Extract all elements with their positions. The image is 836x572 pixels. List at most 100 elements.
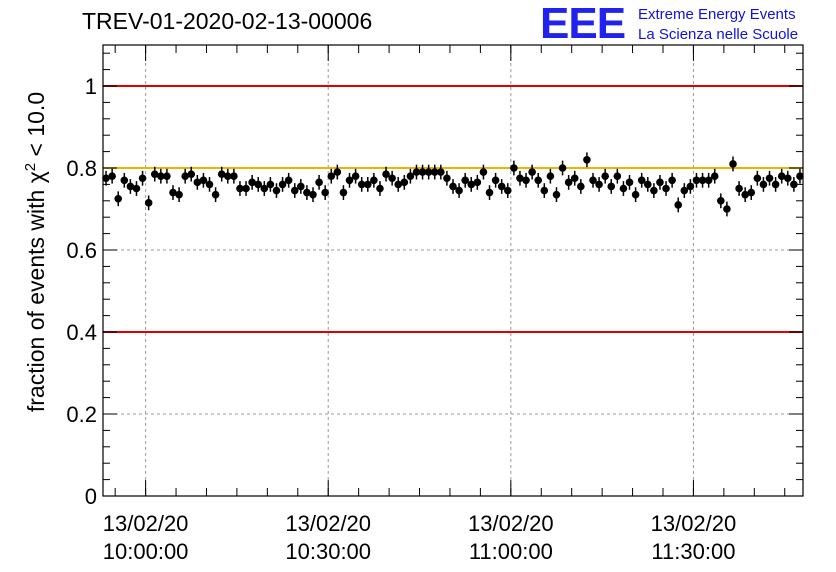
- data-point: [631, 190, 640, 199]
- data-point: [467, 180, 476, 189]
- data-point: [723, 205, 731, 213]
- data-point: [485, 188, 494, 197]
- x-axis: 13/02/20 10:00:00 13/02/20 10:30:00 13/02/20…: [103, 45, 786, 564]
- data-point: [759, 180, 768, 189]
- data-point: [339, 188, 348, 197]
- data-point: [601, 172, 609, 180]
- data-point: [607, 182, 616, 191]
- data-point: [169, 188, 177, 197]
- data-point: [187, 170, 196, 178]
- data-point: [698, 176, 707, 185]
- data-point: [662, 184, 670, 193]
- y-tick-label: 0: [85, 484, 97, 509]
- data-point: [248, 178, 256, 187]
- x-tick-label-date: 13/02/20: [468, 511, 554, 536]
- x-tick-label-date: 13/02/20: [651, 511, 737, 536]
- eee-logo-mark: EEE: [540, 0, 626, 48]
- data-point: [418, 168, 427, 176]
- plot-frame: [102, 44, 804, 497]
- data-point: [528, 168, 536, 176]
- data-point: [503, 186, 512, 195]
- data-point: [656, 178, 664, 187]
- data-point: [783, 174, 792, 183]
- data-point: [741, 190, 749, 199]
- chart-title: TREV-01-2020-02-13-00006: [82, 8, 373, 34]
- data-point: [424, 168, 433, 176]
- data-point: [790, 180, 798, 189]
- data-point: [242, 184, 250, 193]
- x-tick-label-date: 13/02/20: [103, 511, 189, 536]
- data-point: [747, 188, 756, 197]
- data-point: [522, 176, 530, 185]
- data-point: [309, 190, 317, 199]
- data-point: [650, 186, 658, 195]
- data-point: [120, 176, 129, 185]
- y-axis-label-text: fraction of events with: [22, 189, 49, 413]
- data-point: [497, 182, 506, 191]
- data-point: [692, 176, 701, 185]
- data-point: [163, 172, 171, 180]
- data-point: [473, 178, 482, 187]
- data-point: [260, 184, 269, 193]
- data-point: [540, 186, 549, 195]
- x-tick-label-date: 13/02/20: [285, 511, 371, 536]
- data-point: [157, 172, 165, 180]
- x-tick-label-time: 11:30:00: [651, 539, 735, 564]
- data-point: [376, 184, 384, 193]
- data-point: [552, 190, 561, 199]
- data-point: [534, 176, 543, 185]
- data-point: [132, 184, 141, 193]
- data-point: [583, 156, 591, 164]
- data-point: [717, 197, 725, 205]
- data-point: [114, 194, 123, 203]
- data-point: [686, 182, 695, 191]
- data-point: [479, 168, 488, 176]
- data-point: [680, 186, 689, 195]
- data-point: [704, 176, 713, 185]
- data-point: [796, 172, 804, 180]
- data-point: [351, 172, 360, 180]
- logo-line-2: La Scienza nelle Scuole: [638, 26, 799, 43]
- x-tick-label-time: 10:00:00: [103, 539, 189, 564]
- x-tick-label-time: 11:00:00: [469, 539, 553, 564]
- data-point: [400, 178, 409, 187]
- data-point: [211, 190, 220, 199]
- grid-lines: [103, 45, 803, 496]
- data-point: [771, 180, 780, 189]
- data-point: [363, 180, 372, 189]
- data-point: [315, 178, 323, 187]
- data-point: [284, 176, 293, 185]
- data-point: [205, 180, 214, 189]
- data-point: [230, 172, 238, 180]
- data-point: [223, 172, 232, 180]
- data-point: [461, 176, 469, 185]
- data-point: [278, 180, 287, 189]
- data-point: [625, 178, 634, 187]
- y-tick-label: 0.6: [66, 238, 97, 263]
- data-point: [668, 176, 676, 185]
- data-point: [370, 176, 378, 185]
- y-tick-label: 0.2: [66, 402, 97, 427]
- data-point: [254, 180, 263, 189]
- data-point: [303, 188, 311, 197]
- data-point: [430, 168, 439, 176]
- data-point: [516, 174, 524, 183]
- data-point: [577, 182, 585, 191]
- data-point: [327, 172, 336, 180]
- data-point: [753, 174, 762, 183]
- data-point: [108, 172, 116, 180]
- data-point: [595, 180, 603, 189]
- data-point: [437, 168, 445, 176]
- data-point: [674, 201, 683, 209]
- data-point: [150, 170, 159, 178]
- data-point: [126, 182, 135, 191]
- data-point: [175, 190, 183, 199]
- data-point: [619, 184, 628, 193]
- data-point: [236, 184, 244, 193]
- data-point: [199, 176, 208, 185]
- data-point: [290, 186, 299, 195]
- data-point: [382, 170, 390, 178]
- y-tick-label: 1: [85, 74, 97, 99]
- data-point: [297, 182, 305, 191]
